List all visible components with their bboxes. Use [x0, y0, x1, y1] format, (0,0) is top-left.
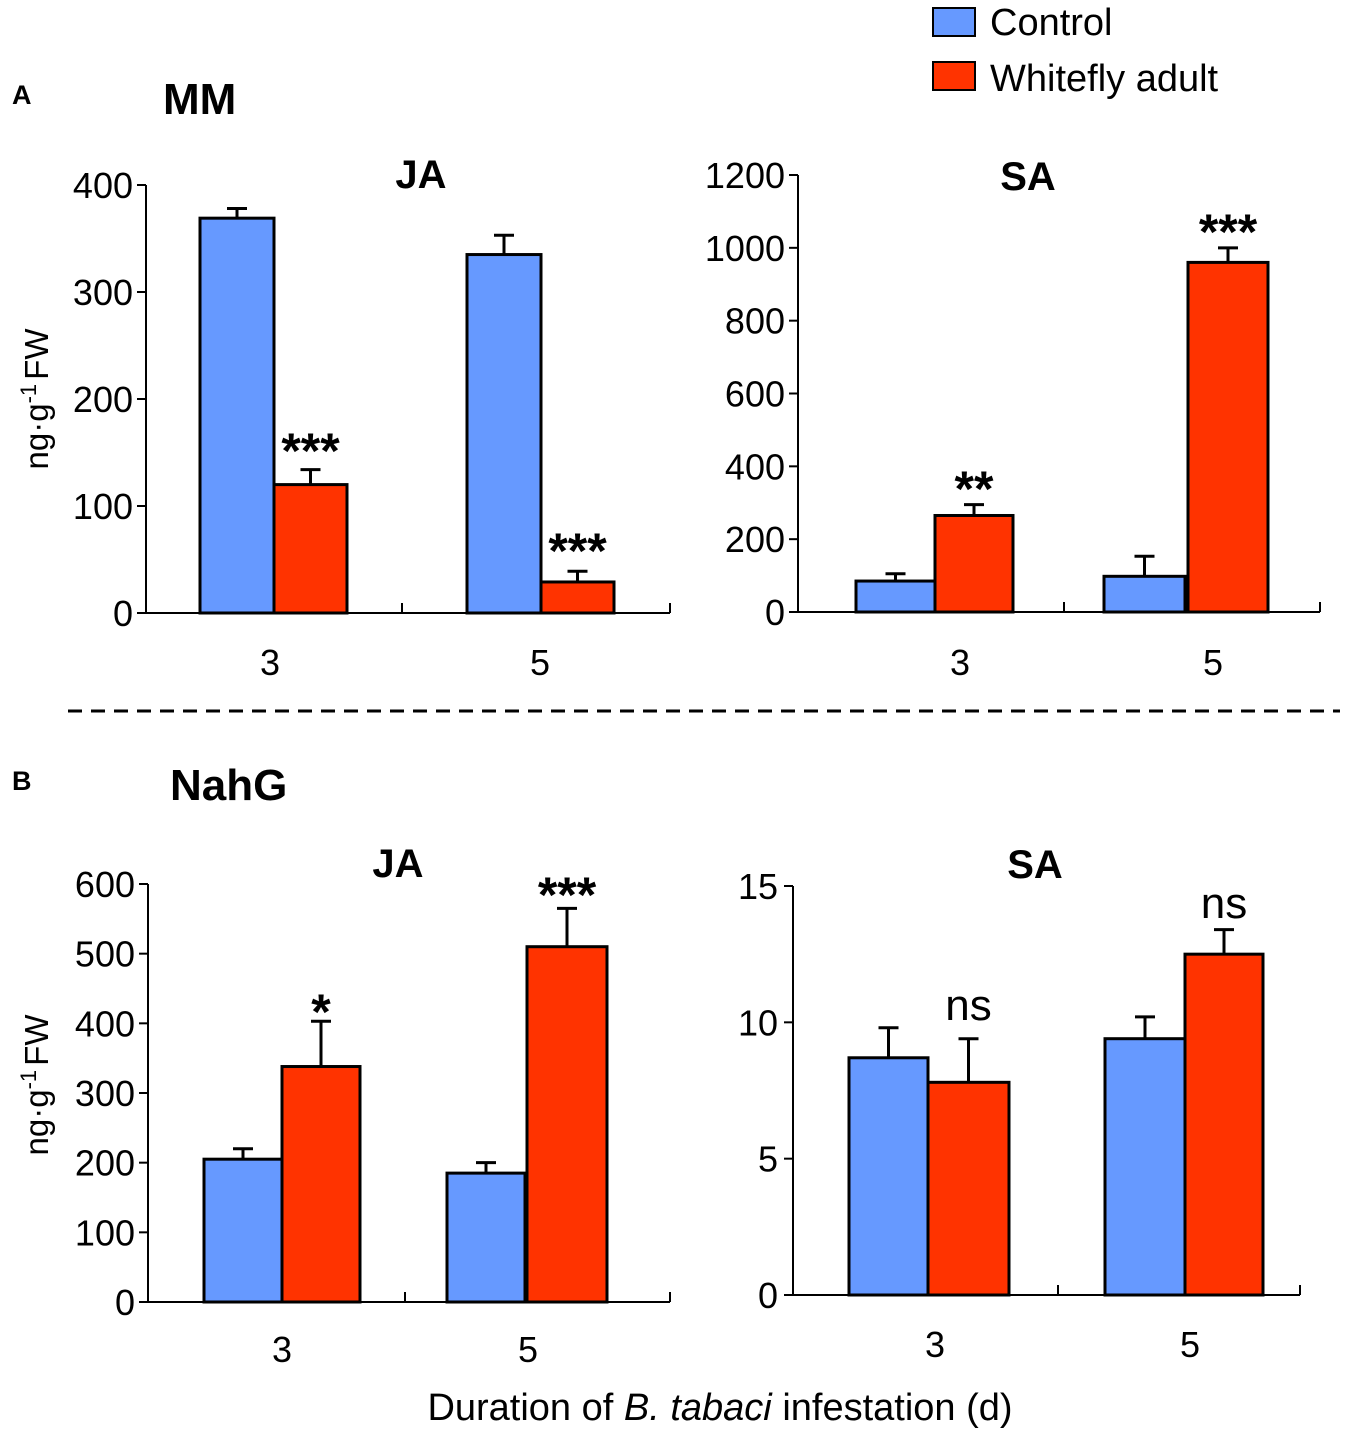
y-tick-label: 1000 — [705, 228, 785, 269]
significance-label: * — [311, 984, 331, 1040]
y-tick-label: 15 — [738, 866, 778, 907]
y-tick-label: 0 — [765, 592, 785, 633]
panel-b-group-title: NahG — [170, 761, 287, 810]
y-tick-label: 300 — [75, 1073, 135, 1114]
legend-label-whitefly: Whitefly adult — [990, 58, 1219, 100]
bar-control-day-5 — [1102, 574, 1187, 614]
category-label: 3 — [260, 642, 280, 683]
bar-control-day-3 — [847, 1056, 930, 1297]
y-tick-label: 0 — [758, 1275, 778, 1316]
y-tick-label: 100 — [73, 486, 133, 527]
panel-a-letter: A — [12, 80, 32, 110]
y-tick-label: 300 — [73, 272, 133, 313]
y-tick-label: 600 — [75, 864, 135, 905]
bar-whitefly-day-3 — [926, 1080, 1011, 1297]
y-axis-label-b: ng·g-1FW — [16, 1014, 56, 1156]
chart-mm-ja: JA 0 100 200 300 400 3 5 *** *** — [73, 153, 671, 683]
significance-label: *** — [538, 867, 597, 923]
significance-label: *** — [1199, 204, 1258, 260]
category-label: 5 — [518, 1329, 538, 1370]
category-label: 5 — [1180, 1324, 1200, 1365]
panel-b-letter: B — [12, 766, 32, 796]
bar-control-day-5 — [465, 253, 543, 615]
bar-whitefly-day-5 — [525, 945, 609, 1304]
y-tick-label: 100 — [75, 1212, 135, 1253]
significance-label: *** — [281, 423, 340, 479]
y-tick-label: 400 — [73, 165, 133, 206]
y-tick-label: 400 — [725, 446, 785, 487]
y-tick-label: 0 — [113, 593, 133, 634]
bar-control-day-3 — [198, 216, 276, 615]
bar-control-day-5 — [1103, 1037, 1187, 1297]
category-label: 3 — [272, 1329, 292, 1370]
panel-a-group-title: MM — [163, 75, 236, 124]
y-axis-label-a: ng·g-1FW — [16, 328, 56, 470]
y-tick-label: 0 — [115, 1282, 135, 1323]
y-tick-label: 500 — [75, 934, 135, 975]
y-tick-label: 10 — [738, 1002, 778, 1043]
legend-label-control: Control — [990, 2, 1113, 44]
y-tick-label: 200 — [725, 519, 785, 560]
category-label: 3 — [925, 1324, 945, 1365]
y-tick-label: 200 — [75, 1143, 135, 1184]
bar-whitefly-day-5 — [1186, 260, 1270, 614]
chart-title: SA — [1000, 155, 1056, 199]
chart-title: JA — [372, 842, 423, 886]
chart-title: JA — [395, 153, 446, 197]
bar-control-day-5 — [445, 1171, 527, 1304]
x-axis-label: Duration of B. tabaci infestation (d) — [427, 1387, 1012, 1429]
bar-whitefly-day-5 — [539, 580, 616, 615]
bar-control-day-3 — [854, 579, 937, 614]
bar-whitefly-day-5 — [1183, 952, 1265, 1297]
legend-swatch-whitefly — [932, 61, 976, 91]
significance-label: *** — [548, 523, 607, 579]
bar-whitefly-day-3 — [933, 513, 1015, 614]
y-tick-label: 5 — [758, 1139, 778, 1180]
y-tick-label: 800 — [725, 301, 785, 342]
category-label: 5 — [1203, 642, 1223, 683]
bar-whitefly-day-3 — [272, 483, 349, 615]
bar-control-day-3 — [202, 1157, 284, 1304]
legend-swatch-control — [932, 7, 976, 37]
significance-label: ns — [1201, 879, 1247, 928]
bar-whitefly-day-3 — [280, 1065, 362, 1304]
significance-label: ** — [955, 461, 994, 517]
y-tick-label: 200 — [73, 379, 133, 420]
legend: Control Whitefly adult — [932, 2, 1219, 100]
category-label: 3 — [950, 642, 970, 683]
category-label: 5 — [530, 642, 550, 683]
chart-title: SA — [1007, 843, 1063, 887]
chart-nahg-sa: SA 0 5 10 15 3 5 ns ns — [738, 843, 1301, 1365]
y-tick-label: 600 — [725, 374, 785, 415]
significance-label: ns — [945, 981, 991, 1030]
y-tick-label: 1200 — [705, 155, 785, 196]
y-tick-label: 400 — [75, 1003, 135, 1044]
